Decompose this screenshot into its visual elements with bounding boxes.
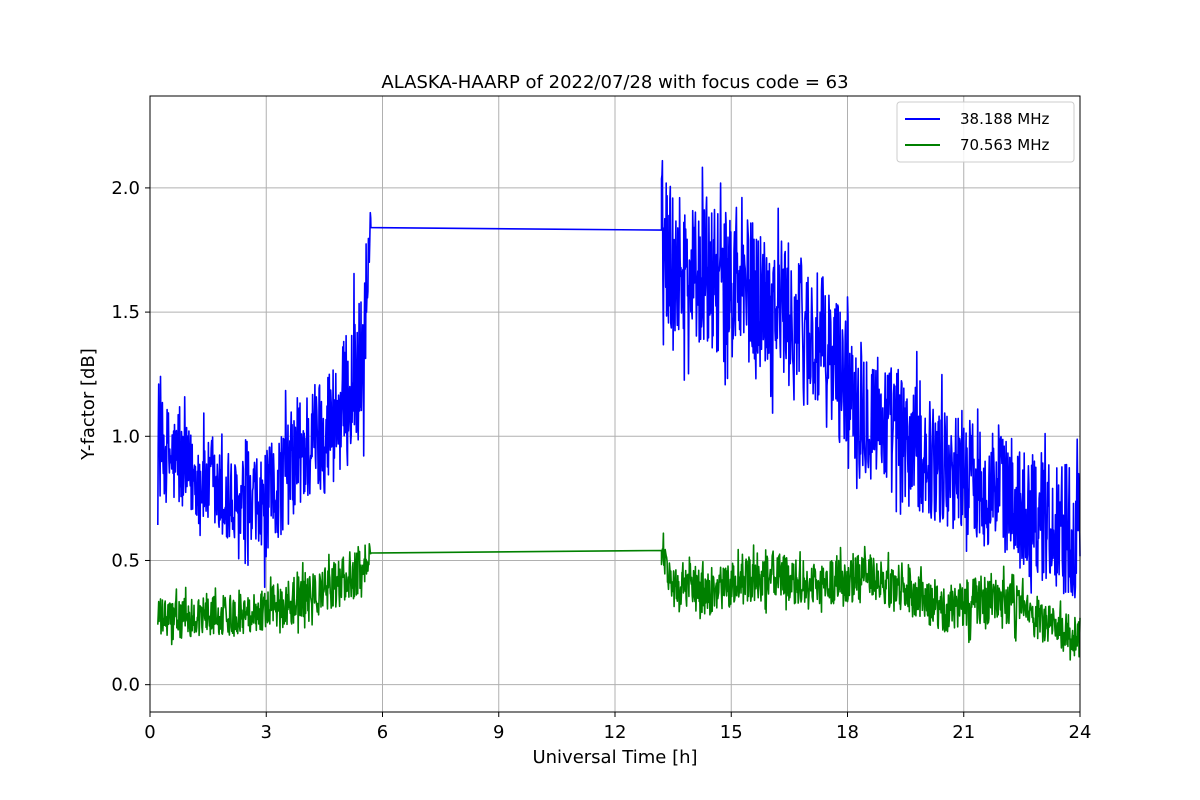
series-38-188-mhz <box>157 159 1081 599</box>
y-tick-label: 2.0 <box>111 178 140 199</box>
x-axis-label: Universal Time [h] <box>532 747 697 768</box>
series-70-563-mhz <box>157 532 1081 661</box>
legend-label-70-563: 70.563 MHz <box>960 136 1049 154</box>
x-tick-label: 18 <box>836 722 859 743</box>
x-tick-label: 0 <box>144 722 155 743</box>
y-tick-label: 1.0 <box>111 426 140 447</box>
x-tick-label: 12 <box>604 722 627 743</box>
x-tick-label: 9 <box>493 722 504 743</box>
legend-label-38-188: 38.188 MHz <box>960 110 1049 128</box>
x-tick-label: 3 <box>261 722 272 743</box>
x-tick-label: 24 <box>1069 722 1092 743</box>
x-tick-label: 15 <box>720 722 743 743</box>
legend: 38.188 MHz 70.563 MHz <box>896 101 1075 163</box>
y-tick-label: 0.5 <box>111 550 140 571</box>
series-line <box>157 532 1081 661</box>
tick-layer: 0 3 6 9 12 15 18 21 24 0.0 0.5 1.0 1.5 2.0 <box>111 178 1091 743</box>
series-layer <box>157 159 1081 661</box>
y-tick-label: 1.5 <box>111 302 140 323</box>
y-tick-label: 0.0 <box>111 675 140 696</box>
legend-box <box>896 101 1075 163</box>
x-tick-label: 21 <box>952 722 975 743</box>
chart-title: ALASKA-HAARP of 2022/07/28 with focus co… <box>381 72 848 93</box>
x-tick-label: 6 <box>377 722 388 743</box>
y-axis-label: Y-factor [dB] <box>78 348 99 461</box>
series-line <box>157 159 1081 599</box>
